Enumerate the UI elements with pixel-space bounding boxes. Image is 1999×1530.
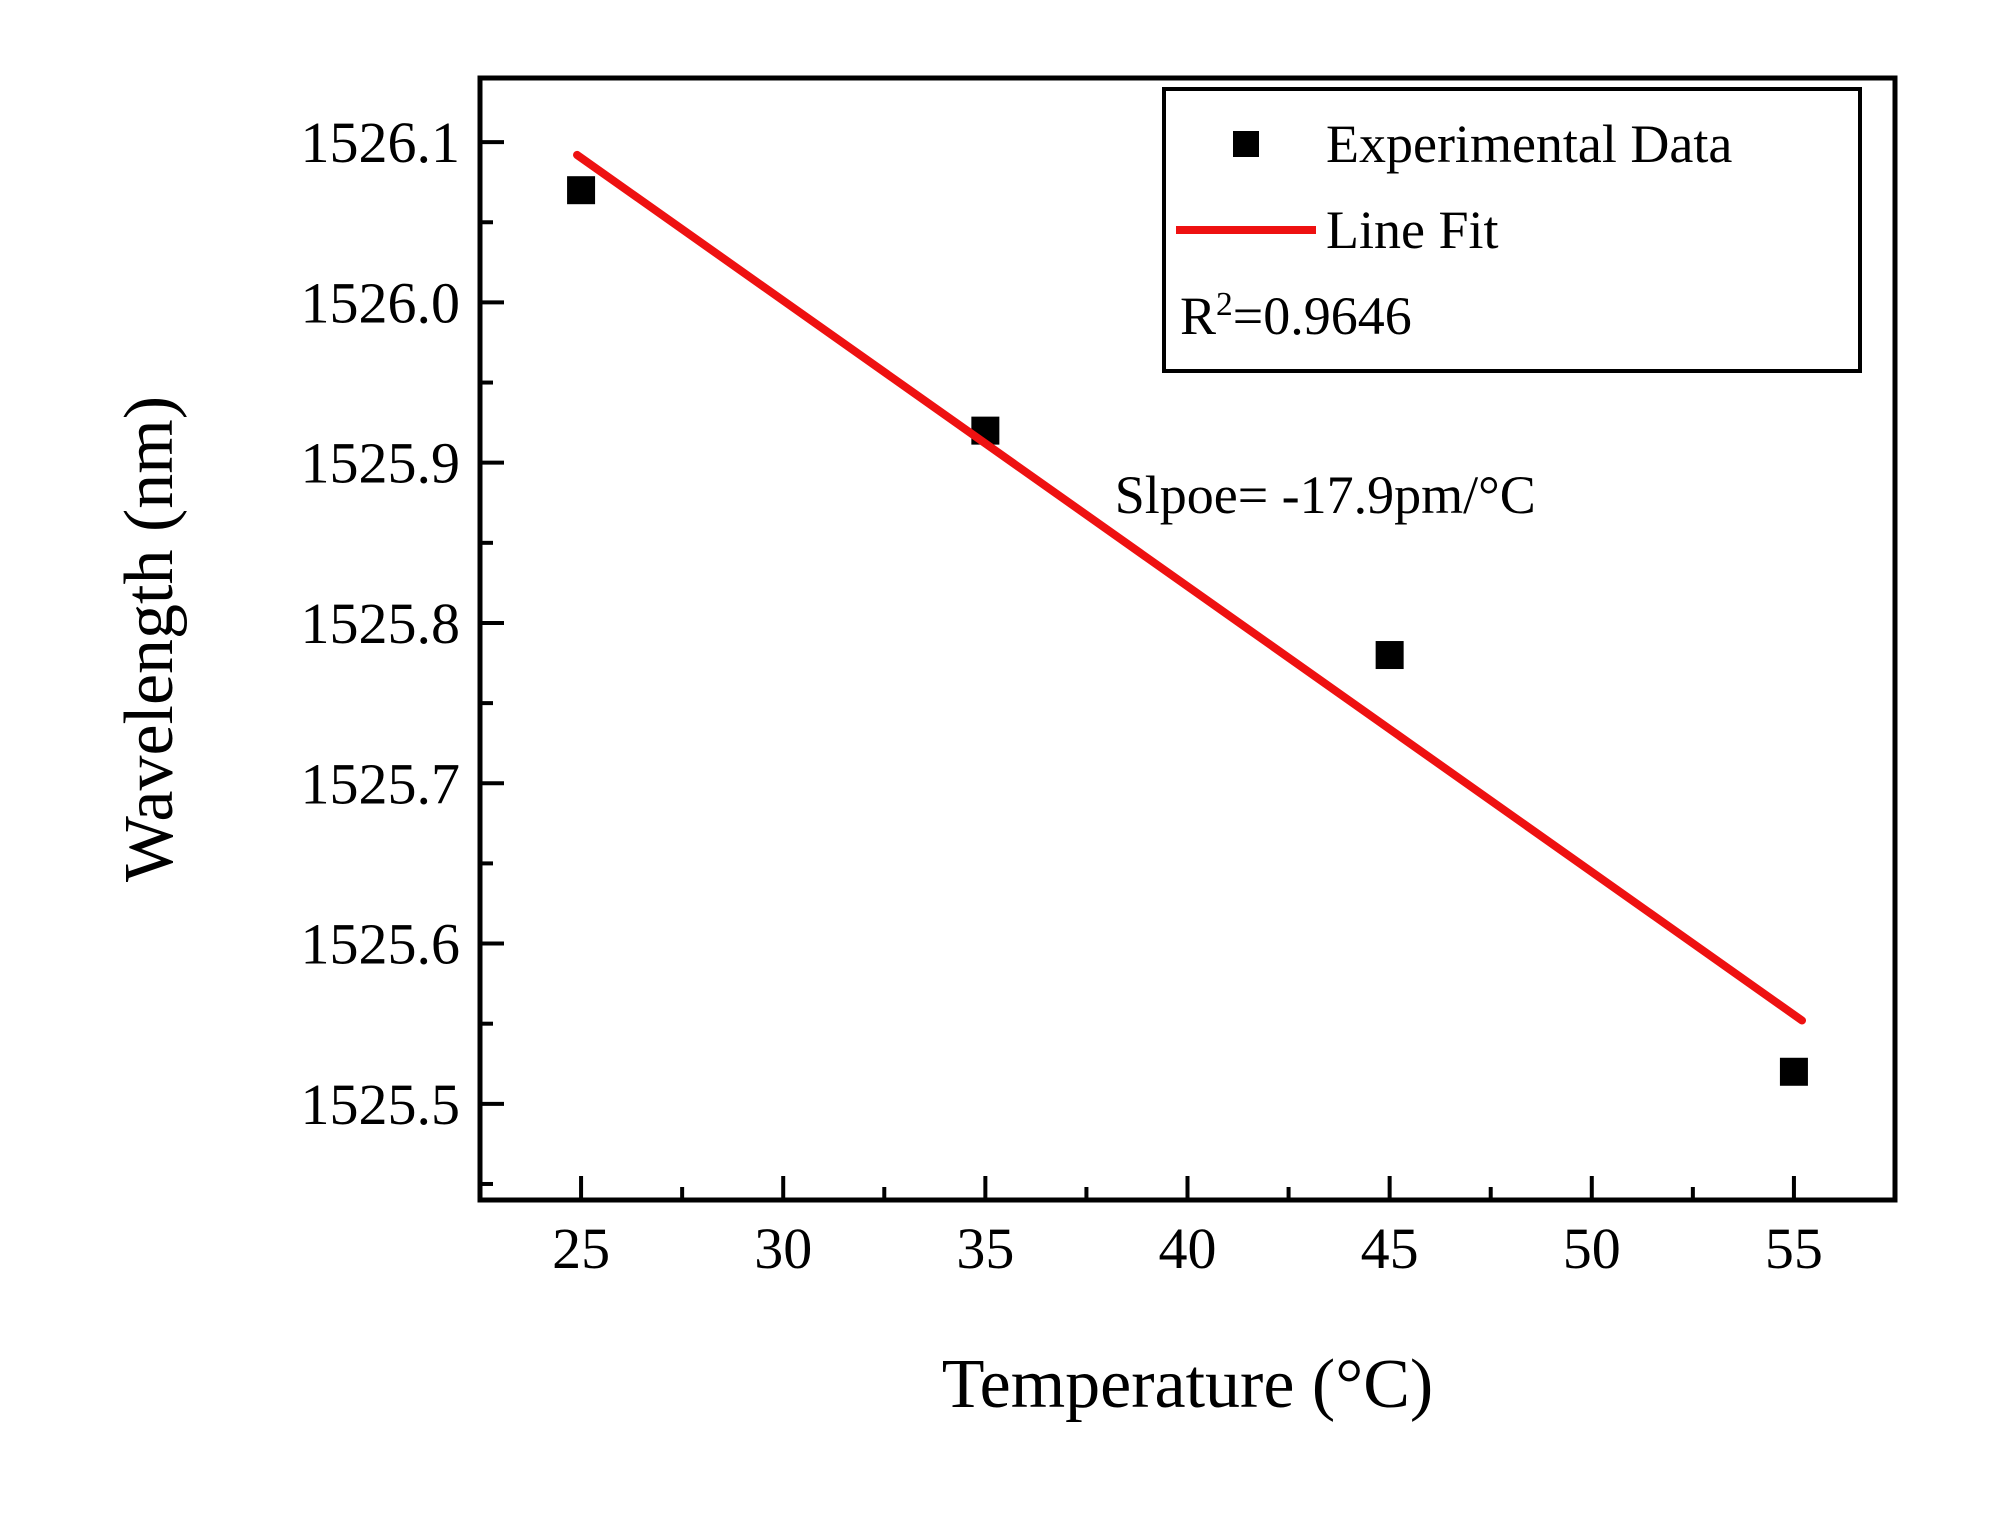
y-tick-label: 1526.1 [301,110,461,175]
legend-box: Experimental Data Line Fit R2=0.9646 [1162,87,1862,373]
legend-sample-area [1166,131,1326,157]
legend-label-experimental: Experimental Data [1326,114,1733,174]
x-tick-label: 30 [754,1216,812,1281]
y-axis-title: Wavelength (nm) [111,395,188,883]
y-tick-label: 1525.5 [301,1072,461,1137]
r-squared-value: R2=0.9646 [1180,286,1412,346]
x-tick-label: 25 [552,1216,610,1281]
x-tick-label: 35 [956,1216,1014,1281]
y-tick-label: 1525.6 [301,912,461,977]
scatter-point [1779,1057,1808,1086]
legend-sample-area [1166,226,1326,234]
legend-entry-linefit: Line Fit [1166,187,1858,273]
scatter-point [1375,641,1404,670]
legend-entry-experimental: Experimental Data [1166,101,1858,187]
x-axis-title: Temperature (°C) [941,1346,1434,1423]
y-tick-label: 1525.8 [301,591,461,656]
y-tick-label: 1525.9 [301,431,461,496]
line-sample-icon [1176,226,1316,234]
slope-annotation: Slpoe= -17.9pm/°C [1114,464,1536,525]
scatter-point [567,176,596,205]
legend-label-linefit: Line Fit [1326,200,1499,260]
legend-r2-row: R2=0.9646 [1166,273,1858,359]
x-tick-label: 45 [1361,1216,1419,1281]
x-tick-label: 40 [1159,1216,1217,1281]
y-tick-label: 1525.7 [301,751,461,816]
y-tick-label: 1526.0 [301,270,461,335]
square-marker-icon [1233,131,1259,157]
x-tick-label: 55 [1765,1216,1823,1281]
x-tick-label: 50 [1563,1216,1621,1281]
fit-line [573,150,1807,1025]
